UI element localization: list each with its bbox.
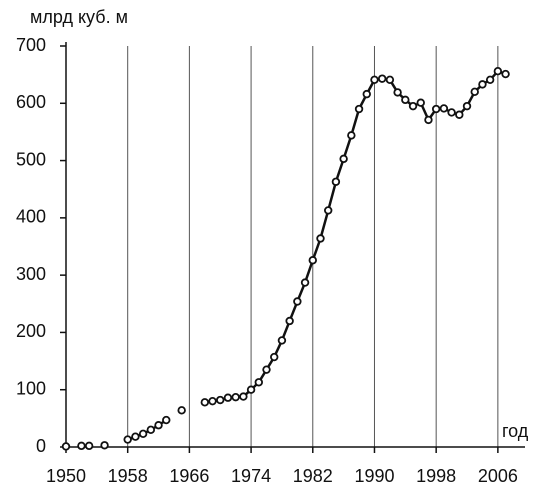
x-tick-label: 1950 bbox=[46, 466, 86, 486]
marker bbox=[123, 435, 132, 444]
marker bbox=[385, 75, 395, 84]
marker bbox=[401, 95, 410, 105]
marker bbox=[277, 336, 287, 345]
marker bbox=[339, 154, 348, 164]
x-tick-label: 1974 bbox=[231, 466, 271, 486]
marker bbox=[431, 104, 441, 114]
marker bbox=[239, 392, 248, 401]
y-axis-label: млрд куб. м bbox=[30, 7, 128, 27]
marker bbox=[408, 101, 418, 111]
x-axis-label: год bbox=[502, 421, 529, 441]
marker bbox=[216, 395, 225, 405]
marker bbox=[478, 80, 487, 89]
marker bbox=[316, 234, 325, 243]
marker bbox=[470, 87, 479, 97]
marker bbox=[370, 75, 379, 84]
marker bbox=[246, 385, 256, 394]
y-tick-label: 300 bbox=[16, 264, 46, 284]
y-tick-label: 700 bbox=[16, 35, 46, 55]
marker bbox=[131, 432, 140, 441]
marker bbox=[100, 441, 109, 450]
marker bbox=[77, 441, 86, 451]
marker bbox=[416, 98, 425, 107]
marker bbox=[208, 396, 217, 406]
marker bbox=[308, 256, 317, 265]
x-tick-label: 1982 bbox=[293, 466, 333, 486]
marker bbox=[493, 67, 503, 76]
marker bbox=[501, 69, 510, 79]
y-tick-label: 100 bbox=[16, 378, 46, 398]
marker bbox=[254, 378, 263, 387]
x-tick-label: 2006 bbox=[478, 466, 518, 486]
marker bbox=[439, 104, 449, 113]
marker bbox=[177, 406, 186, 415]
y-tick-label: 200 bbox=[16, 321, 46, 341]
marker bbox=[293, 297, 302, 306]
marker bbox=[354, 104, 364, 114]
marker bbox=[455, 110, 464, 119]
x-tick-label: 1998 bbox=[416, 466, 456, 486]
marker bbox=[393, 88, 402, 97]
marker bbox=[223, 393, 233, 402]
x-tick-label: 1958 bbox=[108, 466, 148, 486]
x-tick-label: 1990 bbox=[354, 466, 394, 486]
marker bbox=[377, 74, 387, 83]
line bbox=[81, 69, 507, 448]
x-tick-label: 1966 bbox=[169, 466, 209, 486]
marker bbox=[462, 101, 472, 111]
y-tick-label: 500 bbox=[16, 149, 46, 169]
marker bbox=[285, 316, 294, 326]
marker bbox=[447, 108, 456, 117]
y-tick-label: 0 bbox=[36, 436, 46, 456]
y-tick-label: 600 bbox=[16, 92, 46, 112]
marker bbox=[270, 352, 279, 362]
marker bbox=[347, 131, 356, 140]
marker bbox=[154, 421, 163, 430]
marker bbox=[61, 442, 71, 451]
marker bbox=[138, 429, 148, 439]
marker bbox=[300, 278, 310, 287]
y-tick-label: 400 bbox=[16, 207, 46, 227]
marker bbox=[324, 206, 333, 215]
marker bbox=[200, 398, 210, 407]
marker bbox=[262, 365, 271, 374]
marker bbox=[485, 75, 495, 84]
marker bbox=[231, 392, 240, 402]
marker bbox=[162, 415, 171, 425]
marker bbox=[424, 115, 433, 125]
marker bbox=[146, 425, 156, 435]
marker bbox=[362, 89, 371, 99]
marker bbox=[331, 177, 341, 186]
marker bbox=[84, 441, 94, 451]
